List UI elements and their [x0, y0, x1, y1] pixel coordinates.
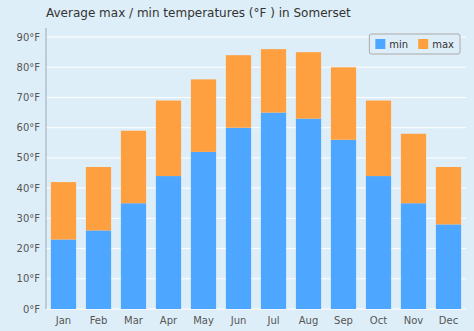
bar: [121, 203, 146, 309]
legend-swatch: [375, 39, 385, 49]
y-tick-label: 20°F: [17, 243, 41, 254]
x-tick-label: Nov: [404, 315, 424, 326]
bar: [261, 113, 286, 309]
x-tick-label: Mar: [124, 315, 144, 326]
bar: [86, 167, 111, 230]
bar: [156, 176, 181, 309]
bar: [51, 182, 76, 239]
bar: [226, 128, 251, 309]
legend: min max: [369, 34, 460, 54]
bar: [51, 240, 76, 309]
x-tick-label: Sep: [334, 315, 353, 326]
x-tick-label: Feb: [90, 315, 108, 326]
title: Average max / min temperatures (°F ) in …: [46, 6, 351, 20]
x-tick-label: Oct: [370, 315, 387, 326]
bar: [331, 140, 356, 309]
bar: [296, 52, 321, 118]
legend-frame: [369, 34, 460, 54]
bar: [261, 49, 286, 112]
x-tick-label: Jun: [230, 315, 247, 326]
y-tick-label: 90°F: [17, 32, 41, 43]
bars: [51, 49, 461, 309]
x-tick-label: Jan: [55, 315, 71, 326]
y-tick-label: 80°F: [17, 62, 41, 73]
bar: [156, 101, 181, 177]
bar: [226, 55, 251, 128]
x-tick-label: Apr: [160, 315, 178, 326]
bar: [296, 119, 321, 309]
grid-line: [46, 67, 466, 68]
chart: 0°F 10°F 20°F 30°F 40°F 50°F 60°F 70°F 80°F 90°F J…: [0, 0, 474, 331]
x-tick-label: Dec: [439, 315, 458, 326]
y-tick-label: 0°F: [23, 304, 40, 315]
x-tick-label: Aug: [299, 315, 319, 326]
x-tick-label: Jul: [266, 315, 279, 326]
bar: [436, 224, 461, 309]
grid-line: [46, 97, 466, 98]
bar: [401, 203, 426, 309]
y-tick-label: 40°F: [17, 183, 41, 194]
y-tick-label: 30°F: [17, 213, 41, 224]
y-tick-label: 10°F: [17, 273, 41, 284]
x-tick-label: May: [193, 315, 214, 326]
bar: [366, 101, 391, 177]
grid: [46, 37, 466, 309]
bar: [191, 79, 216, 152]
y-axis-line: [46, 28, 47, 309]
bar: [401, 134, 426, 203]
bar: [121, 131, 146, 204]
y-tick-label: 60°F: [17, 122, 41, 133]
y-tick-label: 70°F: [17, 92, 41, 103]
y-tick-label: 50°F: [17, 152, 41, 163]
legend-swatch: [418, 39, 428, 49]
legend-label: max: [432, 39, 454, 50]
bar: [331, 67, 356, 140]
grid-line: [46, 127, 466, 128]
background: [0, 0, 474, 331]
bar: [86, 230, 111, 309]
bar: [366, 176, 391, 309]
bar: [191, 152, 216, 309]
legend-label: min: [389, 39, 408, 50]
bar: [436, 167, 461, 224]
